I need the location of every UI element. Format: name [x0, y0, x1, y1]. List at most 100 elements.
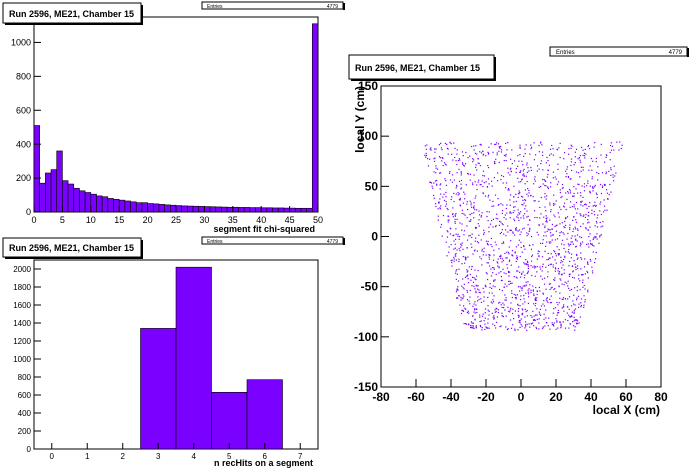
scatter-point — [475, 308, 477, 310]
scatter-point — [514, 329, 516, 331]
scatter-point — [564, 224, 567, 227]
scatter-point — [549, 328, 551, 330]
scatter-point — [442, 164, 444, 167]
scatter-point — [582, 166, 584, 168]
scatter-point — [439, 207, 441, 209]
scatter-point — [444, 178, 446, 180]
scatter-point — [525, 284, 528, 286]
scatter-point — [463, 164, 465, 166]
scatter-point — [527, 302, 529, 305]
scatter-point — [540, 213, 542, 215]
scatter-point — [467, 270, 469, 272]
scatter-point — [518, 315, 520, 317]
scatter-point — [560, 243, 563, 245]
scatter-point — [553, 308, 555, 310]
scatter-point — [547, 271, 549, 273]
scatter-point — [518, 160, 520, 162]
scatter-point — [507, 225, 509, 227]
scatter-point — [608, 193, 610, 196]
scatter-point — [435, 165, 437, 167]
scatter-point — [601, 186, 604, 189]
scatter-point — [505, 315, 507, 317]
scatter-point — [445, 164, 447, 166]
scatter-point — [515, 257, 518, 259]
scatter-point — [518, 307, 520, 310]
scatter-point — [449, 171, 451, 173]
scatter-point — [547, 276, 549, 278]
scatter-point — [470, 204, 472, 206]
scatter-point — [552, 324, 555, 326]
scatter-point — [579, 316, 581, 318]
scatter-point — [547, 325, 549, 327]
scatter-point — [468, 266, 470, 268]
scatter-point — [536, 314, 538, 316]
scatter-point — [469, 303, 471, 305]
scatter-point — [503, 216, 505, 219]
scatter-point — [517, 310, 519, 312]
scatter-point — [568, 314, 570, 316]
scatter-point — [464, 307, 466, 309]
scatter-point — [472, 158, 474, 160]
scatter-point — [464, 193, 466, 195]
scatter-point — [467, 282, 470, 284]
scatter-point — [499, 220, 501, 223]
y-tick-label: 800 — [18, 373, 32, 382]
scatter-point — [558, 285, 560, 287]
scatter-point — [557, 311, 560, 314]
scatter-point — [466, 289, 468, 292]
scatter-point — [581, 274, 583, 276]
scatter-point — [509, 229, 511, 231]
scatter-point — [567, 280, 569, 282]
scatter-point — [536, 297, 538, 299]
scatter-point — [518, 190, 520, 192]
scatter-point — [475, 166, 477, 168]
scatter-point — [531, 274, 533, 277]
scatter-point — [514, 328, 516, 330]
scatter-point — [576, 212, 578, 214]
histogram-bar — [283, 207, 290, 213]
scatter-point — [582, 154, 584, 157]
scatter-point — [548, 229, 550, 231]
scatter-point — [587, 262, 589, 264]
scatter-point — [580, 146, 583, 149]
scatter-point — [456, 218, 458, 220]
scatter-point — [587, 222, 589, 224]
scatter-point — [525, 292, 527, 294]
scatter-point — [594, 201, 596, 203]
scatter-point — [460, 183, 462, 185]
scatter-point — [511, 162, 513, 165]
scatter-point — [501, 223, 503, 225]
scatter-point — [573, 277, 575, 279]
scatter-point — [538, 255, 540, 257]
scatter-point — [474, 309, 476, 311]
scatter-point — [536, 217, 538, 219]
scatter-point — [550, 153, 552, 155]
scatter-point — [518, 321, 520, 323]
scatter-point — [587, 229, 589, 231]
scatter-point — [526, 162, 528, 164]
scatter-point — [473, 205, 475, 207]
histogram-bar — [289, 207, 296, 213]
scatter-point — [510, 167, 512, 169]
scatter-point — [544, 245, 547, 248]
scatter-point — [512, 324, 514, 326]
scatter-point — [547, 252, 549, 255]
scatter-point — [494, 143, 496, 146]
scatter-point — [546, 230, 548, 232]
scatter-point — [519, 299, 522, 301]
scatter-point — [434, 151, 436, 153]
scatter-point — [501, 315, 503, 317]
scatter-point — [538, 168, 540, 170]
scatter-point — [582, 281, 584, 284]
chi2-x-axis: 0 5 10 15 20 25 30 35 40 45 50 — [31, 206, 323, 225]
scatter-point — [473, 212, 475, 214]
scatter-point — [432, 187, 434, 189]
scatter-point — [594, 205, 597, 207]
scatter-point — [553, 288, 555, 291]
scatter-point — [570, 144, 572, 146]
scatter-point — [511, 250, 514, 252]
scatter-point — [456, 249, 458, 251]
histogram-bar — [56, 150, 63, 213]
scatter-point — [502, 241, 504, 243]
scatter-point — [573, 206, 575, 208]
